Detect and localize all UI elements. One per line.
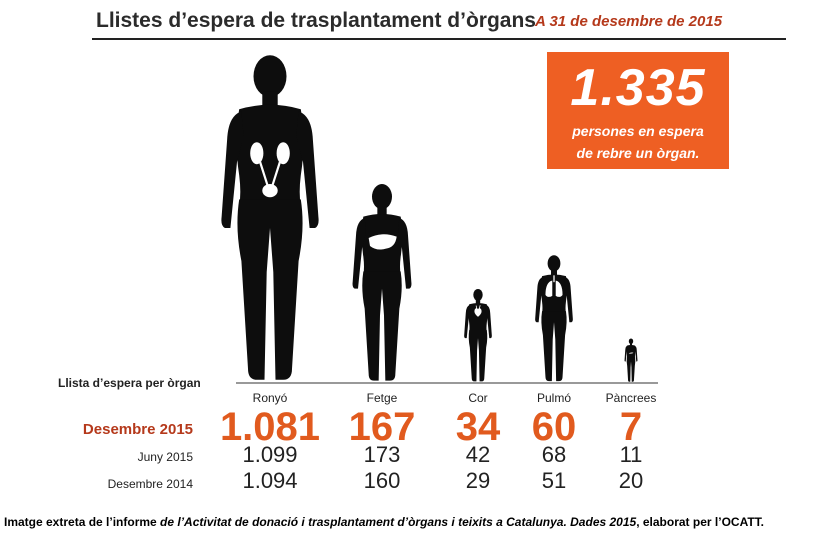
value-cell: 42 <box>465 442 491 467</box>
total-waiting-number: 1.335 <box>570 59 706 117</box>
value-cell: 60 <box>531 405 577 449</box>
organ-label: Ronyó <box>252 391 288 405</box>
row-header-label: Llista d’espera per òrgan <box>58 376 201 390</box>
value-cell: 68 <box>541 442 567 467</box>
value-cell: 34 <box>455 405 501 449</box>
caption-italic-title: de l’Activitat de donació i trasplantame… <box>160 515 637 529</box>
value-cell: 173 <box>363 442 401 467</box>
value-cell: 160 <box>363 468 401 493</box>
caption-text-1: Imatge extreta de l’informe <box>4 515 161 529</box>
liver-icon <box>368 234 397 250</box>
value-cell: 167 <box>348 405 416 449</box>
callout-line-1: persones en espera <box>572 123 704 139</box>
silhouette-4 <box>535 255 573 382</box>
source-caption: Imatge extreta de l’informe de l’Activit… <box>4 515 764 529</box>
value-cell: 1.081 <box>219 405 321 449</box>
human-figures <box>221 55 658 384</box>
value-cell: 7 <box>619 405 643 449</box>
value-cell: 1.099 <box>242 442 298 467</box>
row-label-dec-2014: Desembre 2014 <box>107 477 193 491</box>
caption-text-2: , elaborat per l’OCATT. <box>636 515 765 529</box>
organ-label: Cor <box>468 391 488 405</box>
organ-label: Pàncrees <box>605 391 657 405</box>
figure-layer <box>221 55 638 382</box>
value-cell: 29 <box>465 468 491 493</box>
organ-label: Fetge <box>366 391 398 405</box>
chart-subtitle: A 31 de desembre de 2015 <box>535 13 723 30</box>
heart-icon <box>474 305 482 317</box>
value-cell: 51 <box>541 468 567 493</box>
silhouette-1 <box>221 55 319 380</box>
organ-label: Pulmó <box>536 391 571 405</box>
value-cell: 11 <box>619 442 643 467</box>
callout-line-2: de rebre un òrgan. <box>576 145 700 161</box>
value-cell: 20 <box>618 468 644 493</box>
caption-band <box>0 505 838 538</box>
pancreas-icon <box>628 352 634 354</box>
silhouette-5 <box>624 338 638 382</box>
chart-title: Llistes d’espera de trasplantament d’òrg… <box>96 9 536 32</box>
total-waiting-callout: 1.335 persones en espera de rebre un òrg… <box>547 52 729 169</box>
row-label-dec-2015: Desembre 2015 <box>82 421 193 438</box>
value-cell: 1.094 <box>242 468 298 493</box>
title-divider <box>92 38 786 40</box>
lungs-icon <box>545 275 563 297</box>
kidney-icon <box>250 142 290 198</box>
row-label-jun-2015: Juny 2015 <box>137 450 193 464</box>
silhouette-2 <box>352 184 412 381</box>
silhouette-3 <box>464 288 492 382</box>
